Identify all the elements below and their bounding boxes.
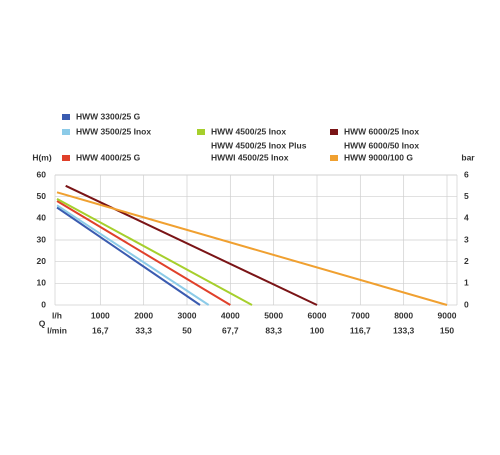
curve	[65, 184, 318, 306]
x-tick-label: 3000	[178, 310, 197, 320]
x2-tick-label: 83,3	[265, 325, 282, 335]
legend-swatch	[62, 155, 70, 161]
legend-label: HWW 6000/25 Inox	[344, 126, 419, 136]
x-tick-label: 9000	[438, 310, 457, 320]
legend-swatch	[62, 114, 70, 120]
x2-tick-label: 33,3	[135, 325, 152, 335]
y-tick-label: 40	[37, 213, 47, 223]
curve	[56, 206, 201, 306]
x-tick-label: 2000	[134, 310, 153, 320]
y-tick-label: 50	[37, 191, 47, 201]
x-tick-label: 8000	[394, 310, 413, 320]
x-tick-label: 7000	[351, 310, 370, 320]
legend-label: HWW 6000/50 Inox	[344, 140, 419, 150]
y2-tick-label: 3	[464, 234, 469, 244]
y2-tick-label: 4	[464, 213, 469, 223]
legend-swatch	[62, 129, 70, 135]
y-tick-label: 30	[37, 234, 47, 244]
y2-tick-label: 6	[464, 169, 469, 179]
legend-swatch	[330, 155, 338, 161]
x-tick-label: 6000	[308, 310, 327, 320]
curve	[56, 191, 448, 306]
legend-label: HWWI 4500/25 Inox	[211, 152, 289, 162]
y2-tick-label: 5	[464, 191, 469, 201]
x-tick-label: 1000	[91, 310, 110, 320]
y2-axis-label: bar	[461, 152, 475, 162]
legend-swatch	[197, 129, 205, 135]
curve	[56, 200, 231, 306]
x2-tick-label: 133,3	[393, 325, 415, 335]
legend-swatch	[330, 129, 338, 135]
legend-label: HWW 9000/100 G	[344, 152, 413, 162]
x-tick-label: 5000	[264, 310, 283, 320]
legend-label: HWW 3500/25 Inox	[76, 126, 151, 136]
y-tick-label: 0	[41, 299, 46, 309]
curve	[56, 197, 253, 306]
x2-tick-label: 150	[440, 325, 454, 335]
y-tick-label: 60	[37, 169, 47, 179]
x2-tick-label: 67,7	[222, 325, 239, 335]
curve	[56, 204, 210, 306]
x-tick-label: l/h	[52, 310, 62, 320]
x2-tick-label: 100	[310, 325, 324, 335]
x2-tick-label: 16,7	[92, 325, 109, 335]
legend-label: HWW 4500/25 Inox	[211, 126, 286, 136]
y-tick-label: 10	[37, 278, 47, 288]
y2-tick-label: 0	[464, 299, 469, 309]
x-axis-label: Q	[39, 318, 46, 328]
y2-tick-label: 1	[464, 278, 469, 288]
y-axis-label: H(m)	[32, 152, 52, 162]
x2-tick-label: 116,7	[350, 325, 371, 335]
x-tick-label: 4000	[221, 310, 240, 320]
legend-label: HWW 4000/25 G	[76, 152, 141, 162]
y2-tick-label: 2	[464, 256, 469, 266]
legend-label: HWW 3300/25 G	[76, 111, 141, 121]
y-tick-label: 20	[37, 256, 47, 266]
legend-label: HWW 4500/25 Inox Plus	[211, 140, 307, 150]
x2-tick-label: l/min	[47, 325, 67, 335]
x2-tick-label: 50	[182, 325, 192, 335]
